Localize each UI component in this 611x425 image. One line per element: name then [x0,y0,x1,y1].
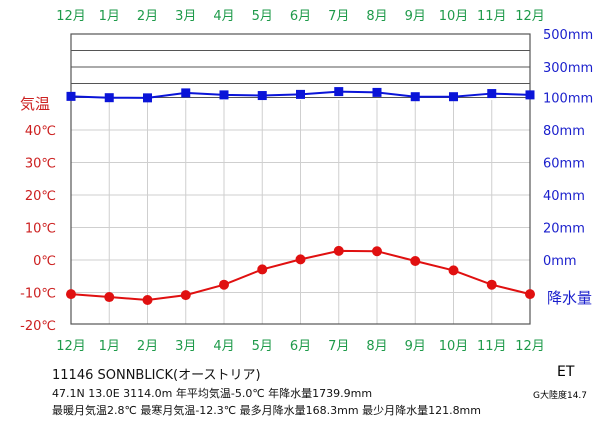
precipitation-point [219,90,229,100]
precipitation-point [66,91,76,101]
temperature-point [295,254,306,265]
month-label-top: 5月 [252,9,273,24]
temperature-point [486,279,497,290]
plot-frame [70,33,531,325]
continentality-label: G大陸度14.7 [533,391,588,401]
precip-tick-label: 80mm [543,124,585,139]
temperature-point [525,289,535,300]
temperature-point [448,265,459,276]
temperature-point [333,245,344,256]
temp-tick-label: 40℃ [25,124,56,139]
month-label-bottom: 2月 [137,339,158,354]
temp-tick-label: 0℃ [33,254,56,269]
month-label-bottom: 11月 [477,339,507,354]
temperature-point [219,279,229,290]
precipitation-point [257,91,267,101]
precipitation-point [104,93,114,103]
month-label-top: 7月 [328,9,349,24]
precip-tick-label: 300mm [543,61,593,76]
series-layer [66,87,535,305]
month-label-bottom: 5月 [252,339,273,354]
month-label-bottom: 1月 [99,339,120,354]
precip-tick-label: 100mm [543,92,593,107]
temperature-point [104,292,115,303]
month-label-top: 10月 [439,9,469,24]
month-label-top: 3月 [175,9,196,24]
station-stats-line: 47.1N 13.0E 3114.0m 年平均気温-5.0℃ 年降水量1739.… [52,387,373,400]
precip-tick-label: 500mm [543,28,593,43]
month-label-bottom: 12月 [515,339,545,354]
month-label-bottom: 3月 [175,339,196,354]
temp-tick-label: 20℃ [25,189,56,204]
climate-class-label: ET [557,364,575,380]
precip-tick-label: 40mm [543,189,585,204]
temp-tick-label: 10℃ [25,222,56,237]
month-label-bottom: 6月 [290,339,311,354]
label-layer: 12月 12月 1月 1月 2月 2月 3月 3月 4月 4月 5月 5月 6月 6月 7月 7月 8月 8月 9月… [20,9,593,354]
temperature-point [372,246,382,257]
month-label-top: 4月 [213,9,234,24]
precipitation-point [410,92,420,102]
month-label-bottom: 8月 [366,339,387,354]
precipitation-point [372,87,382,97]
precipitation-point [334,87,344,97]
month-label-top: 2月 [137,9,158,24]
precipitation-point [296,89,305,99]
precipitation-point [449,92,458,102]
temperature-point [66,289,76,300]
precipitation-point [143,93,152,103]
month-label-top: 8月 [366,9,387,24]
month-label-bottom: 9月 [405,339,426,354]
temperature-point [142,294,153,305]
temperature-point [410,255,421,266]
month-label-top: 12月 [515,9,545,24]
precipitation-point [525,90,535,100]
month-label-bottom: 4月 [213,339,234,354]
station-name: 11146 SONNBLICK(オーストリア) [52,368,261,383]
precipitation-point [487,89,497,99]
grid-layer [71,100,530,324]
month-label-top: 1月 [99,9,120,24]
month-label-top: 12月 [56,9,86,24]
station-extremes-line: 最暖月気温2.8℃ 最寒月気温-12.3℃ 最多月降水量168.3mm 最少月降… [52,404,481,417]
precip-tick-label: 0mm [543,254,577,269]
month-label-top: 9月 [405,9,426,24]
temp-tick-label: 30℃ [25,157,56,172]
precip-axis-title: 降水量 [547,289,592,307]
month-label-bottom: 7月 [328,339,349,354]
month-label-top: 11月 [477,9,507,24]
temp-axis-title: 気温 [20,95,50,113]
precip-tick-label: 20mm [543,222,585,237]
precip-tick-label: 60mm [543,157,585,172]
month-label-bottom: 12月 [56,339,86,354]
temperature-point [180,290,191,301]
month-label-bottom: 10月 [439,339,469,354]
month-label-top: 6月 [290,9,311,24]
temperature-point [257,264,268,275]
precipitation-point [181,88,191,98]
temp-tick-label: -20℃ [20,319,56,334]
temp-tick-label: -10℃ [20,287,56,302]
